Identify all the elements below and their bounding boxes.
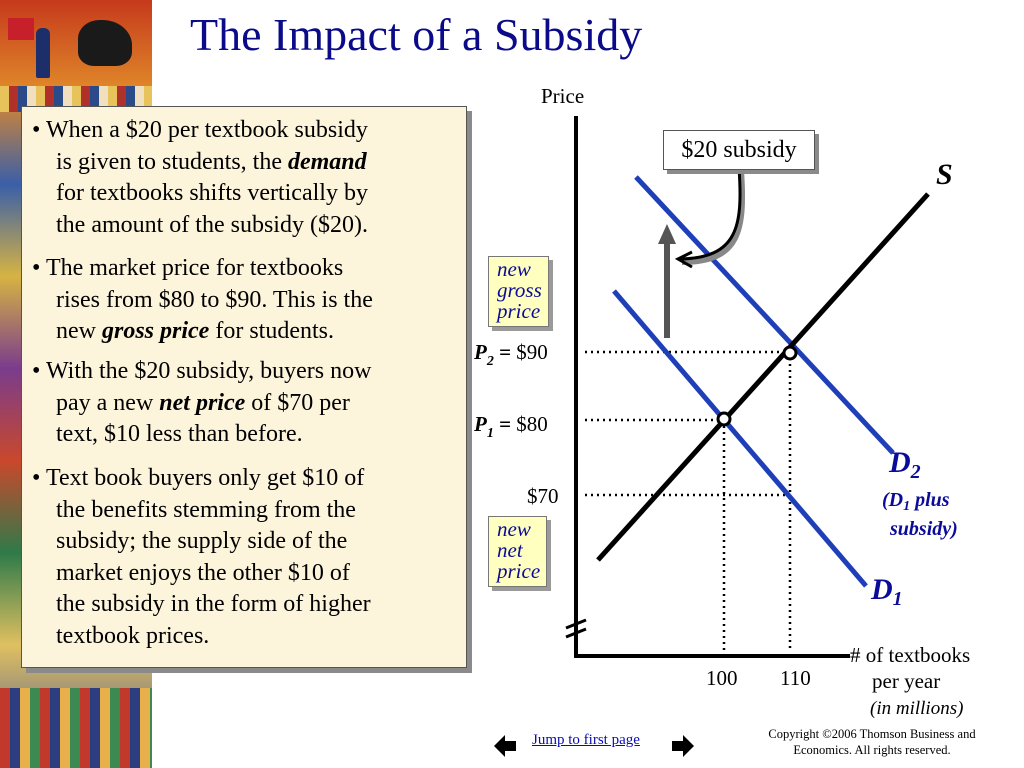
- p2-label: P2 = $90: [474, 340, 548, 369]
- d2-label: D2: [889, 446, 921, 483]
- copyright-notice: Copyright ©2006 Thomson Business and Econ…: [768, 727, 976, 757]
- previous-arrow-icon[interactable]: [492, 733, 518, 759]
- d2-note: (D1 plus subsidy): [882, 489, 958, 540]
- net-price-callout: new net price: [488, 516, 548, 587]
- bullet-benefit-split: • Text book buyers only get $10 of the b…: [32, 465, 371, 649]
- explanation-box: • When a $20 per textbook subsidy is giv…: [21, 106, 467, 668]
- flag-icon: [8, 18, 34, 40]
- person-figure: [36, 28, 50, 78]
- quantity-110: 110: [780, 666, 811, 690]
- subsidy-label-box: $20 subsidy: [663, 130, 815, 170]
- axis-break-mark: [565, 618, 587, 630]
- axis-break-mark: [565, 627, 587, 639]
- shift-arrow-head: [658, 224, 676, 244]
- gross-price-callout: new gross price: [488, 256, 549, 327]
- supply-curve: [596, 192, 930, 562]
- jump-to-first-page-link[interactable]: Jump to first page: [532, 732, 640, 748]
- next-arrow-icon[interactable]: [670, 733, 696, 759]
- demand-curve-d1: [612, 289, 868, 588]
- callout-pointer: [679, 167, 742, 261]
- bullet-net-price: • With the $20 subsidy, buyers now pay a…: [32, 358, 372, 447]
- equilibrium-point-original: [716, 411, 732, 427]
- x-axis-label: # of textbooks per year (in millions): [850, 643, 971, 719]
- callout-pointer-head: [674, 250, 693, 269]
- crowd-band: [0, 688, 152, 768]
- quantity-100: 100: [706, 666, 738, 690]
- slide-title: The Impact of a Subsidy: [190, 9, 643, 60]
- y-axis-label: Price: [541, 84, 585, 108]
- bullet-demand-shift: • When a $20 per textbook subsidy is giv…: [32, 117, 368, 238]
- equilibrium-point-subsidy: [782, 345, 798, 361]
- d1-label: D1: [871, 573, 903, 610]
- bull-icon: [78, 20, 132, 66]
- supply-label: S: [936, 158, 953, 191]
- p1-label: P1 = $80: [474, 412, 548, 441]
- callout-pointer-shadow: [681, 169, 746, 265]
- demand-curve-d2: [634, 175, 895, 455]
- net-price-value: $70: [527, 484, 559, 508]
- bullet-gross-price: • The market price for textbooks rises f…: [32, 255, 373, 344]
